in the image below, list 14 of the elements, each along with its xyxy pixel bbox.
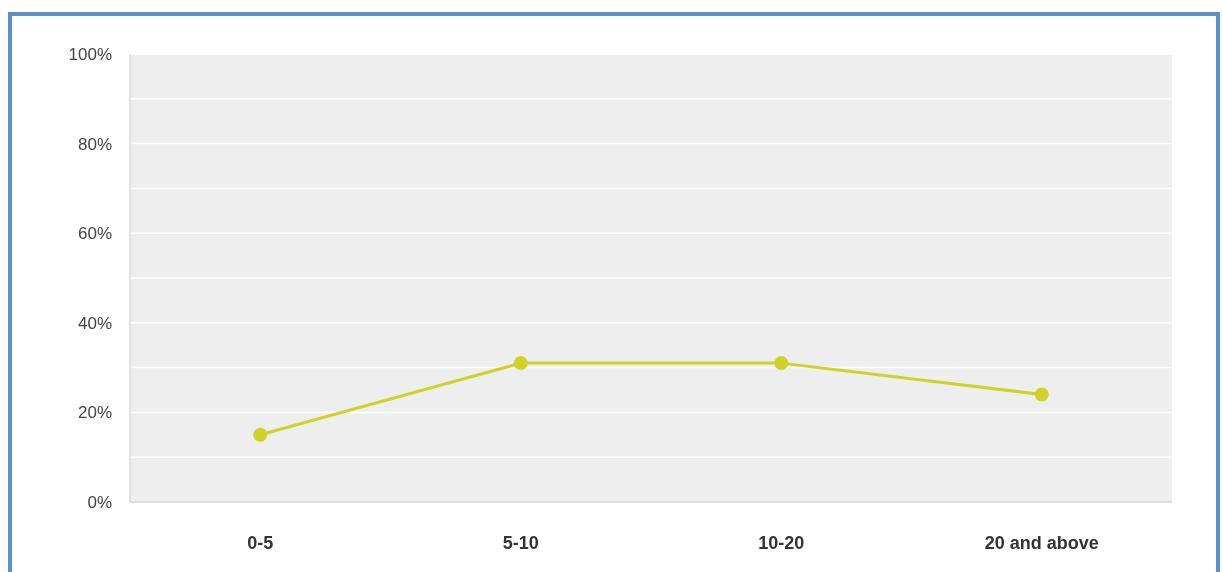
x-tick-label: 20 and above	[984, 533, 1099, 553]
point	[513, 356, 528, 371]
y-tick-label: 0%	[87, 492, 112, 512]
x-tick-label: 5-10	[502, 533, 539, 553]
y-tick-label: 60%	[77, 224, 112, 244]
y-tick-label: 20%	[77, 403, 112, 423]
x-tick-label: 0-5	[247, 533, 274, 553]
point	[1034, 387, 1049, 402]
x-tick-label: 10-20	[758, 533, 805, 553]
point	[253, 427, 268, 442]
point	[774, 356, 789, 371]
y-tick-label: 100%	[68, 44, 112, 64]
y-tick-label: 40%	[77, 313, 112, 333]
y-tick-label: 80%	[77, 134, 112, 154]
